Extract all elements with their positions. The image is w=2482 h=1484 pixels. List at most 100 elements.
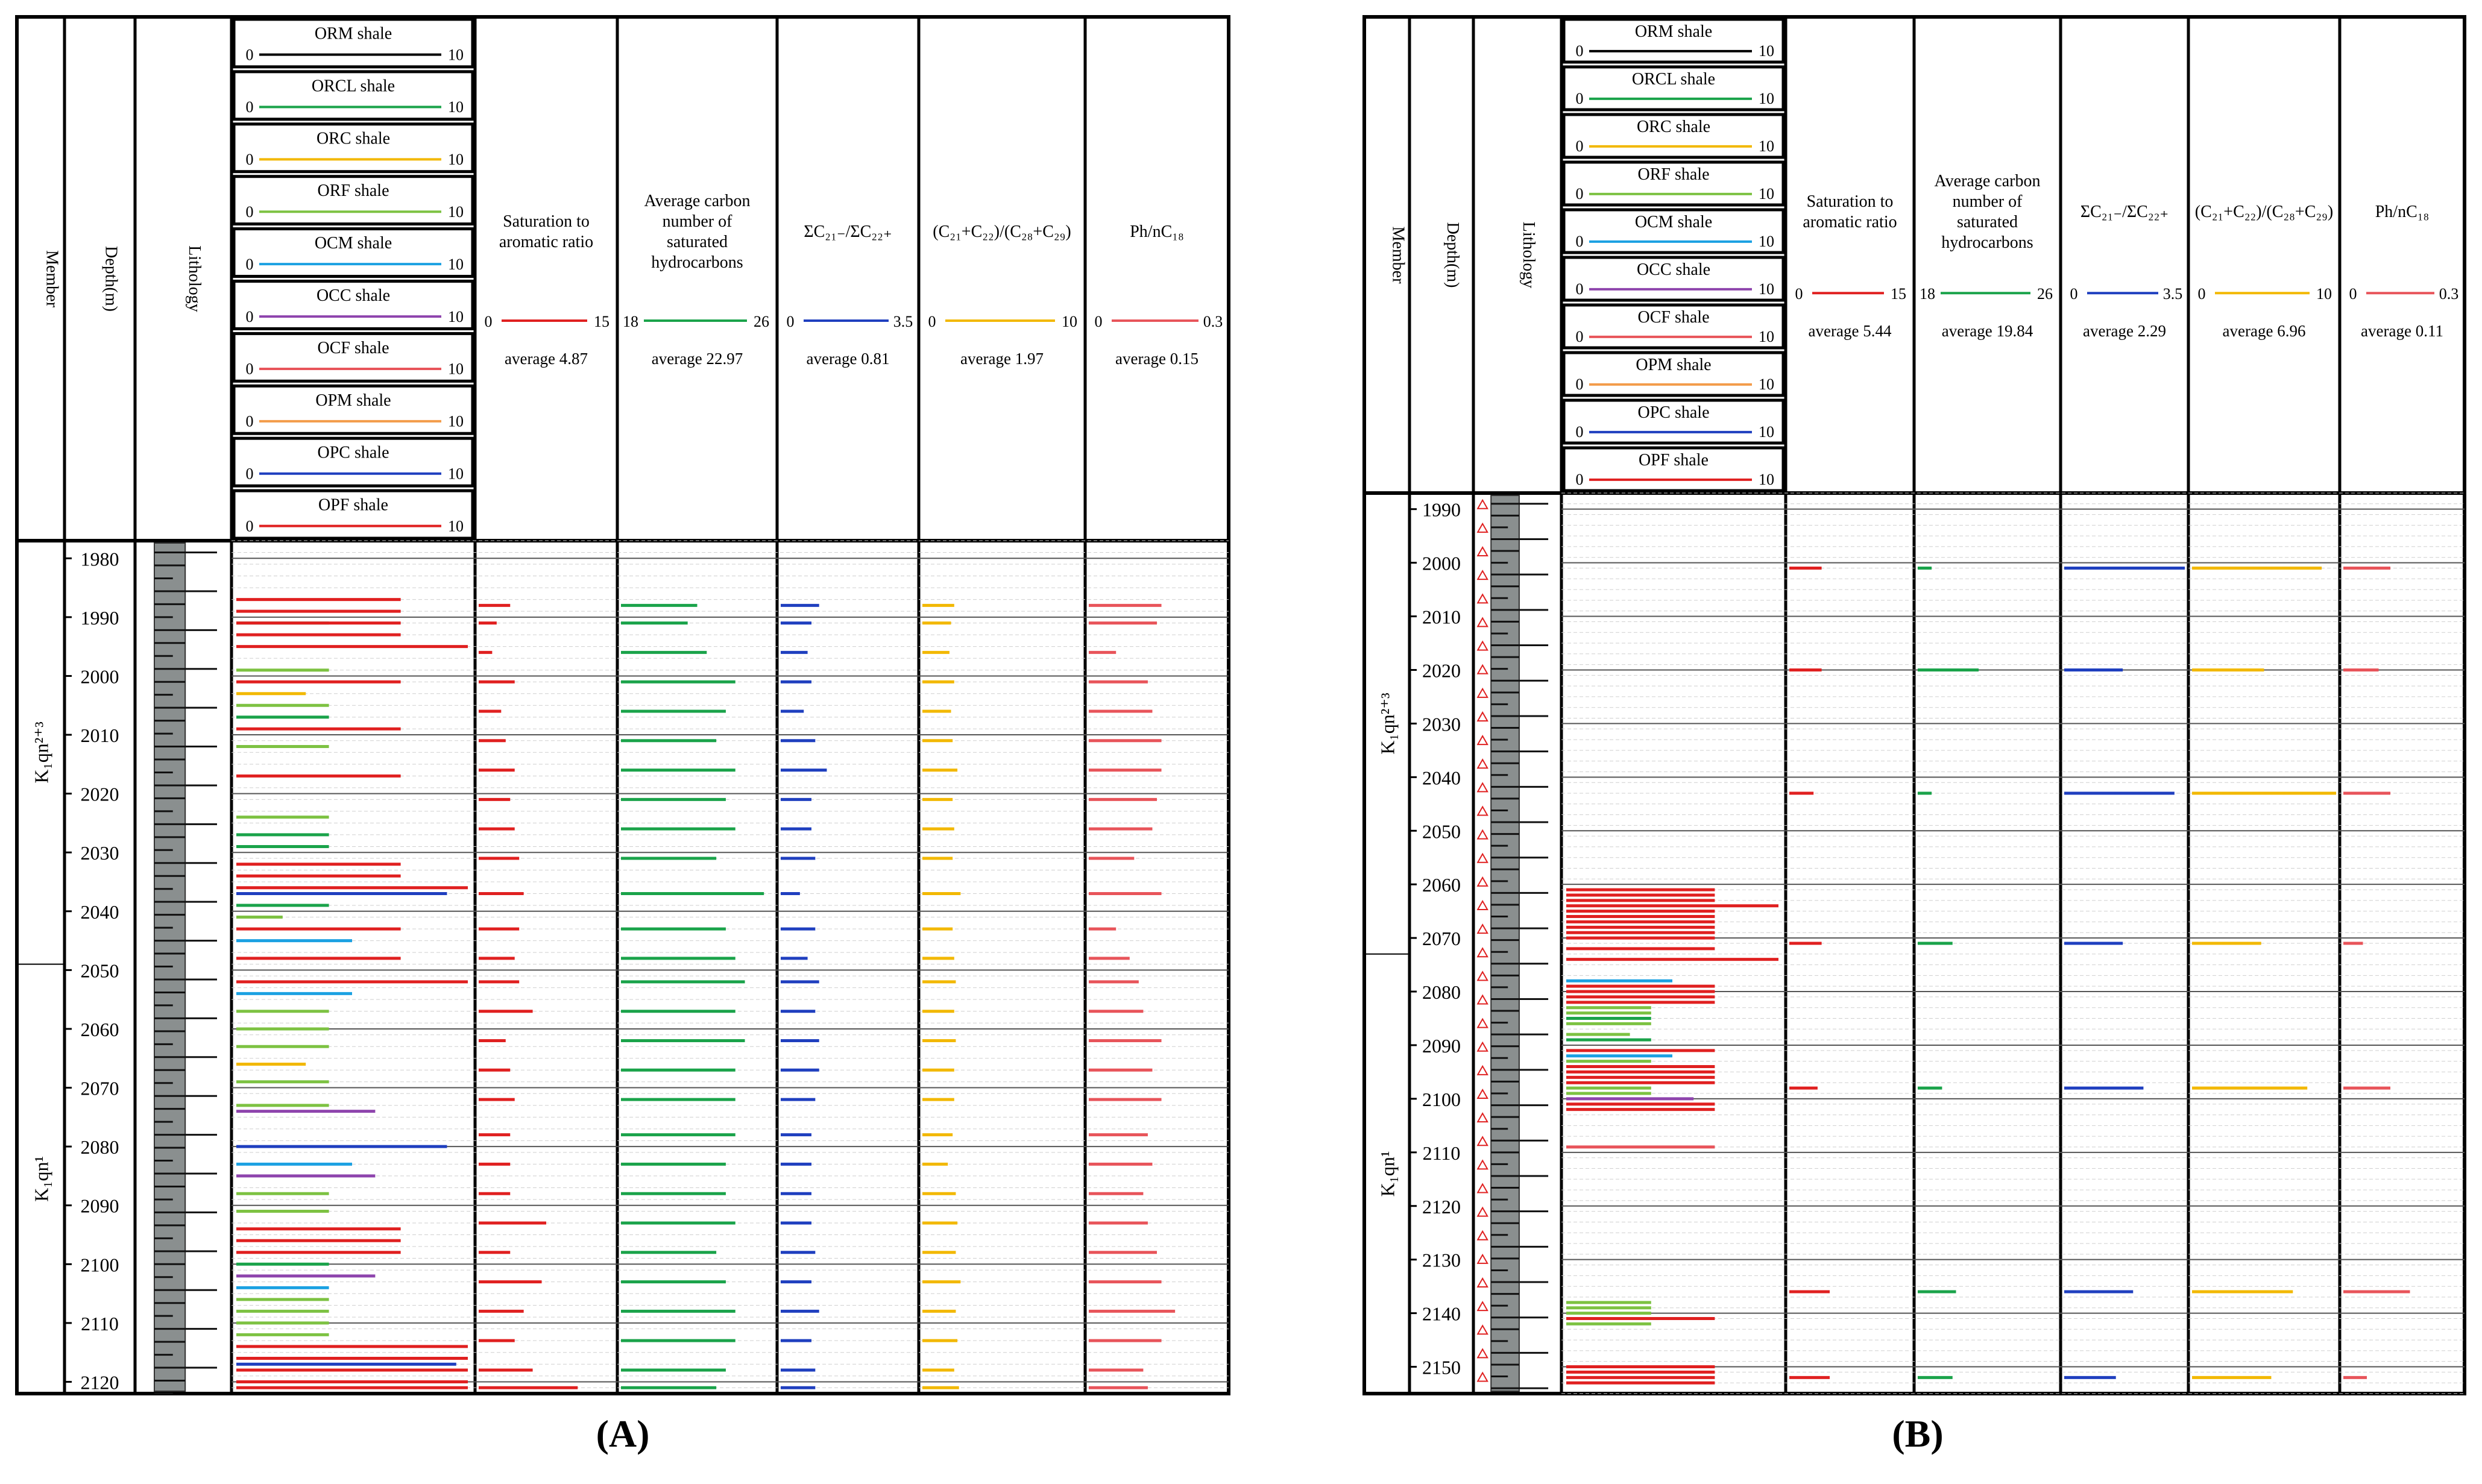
lithology-fossil-marker <box>1476 546 1488 557</box>
param-title: number of <box>1953 192 2023 211</box>
depth-tick-label: 2150 <box>1422 1357 1461 1379</box>
lithology-fossil-marker <box>1476 947 1488 958</box>
depth-tick-label: 2110 <box>81 1313 119 1335</box>
param-max: 26 <box>2037 285 2053 303</box>
shale-legend-box <box>1562 256 1785 302</box>
shale-legend-max: 10 <box>1759 471 1774 488</box>
shale-legend-max: 10 <box>1759 328 1774 345</box>
depth-tick-label: 1990 <box>81 607 119 629</box>
depth-tick-label: 2040 <box>81 901 119 923</box>
param-title: aromatic ratio <box>1803 213 1897 231</box>
shale-legend-name: OPF shale <box>1639 451 1709 470</box>
shale-legend-max: 10 <box>1759 137 1774 155</box>
param-min: 0 <box>2070 285 2078 303</box>
depth-tick-label: 2140 <box>1422 1303 1461 1325</box>
depth-tick-label: 1990 <box>1422 499 1461 521</box>
panel-label: (A) <box>596 1412 650 1455</box>
shale-legend-min: 0 <box>246 203 254 221</box>
depth-tick-label: 2040 <box>1422 767 1461 788</box>
lithology-fossil-marker <box>1476 1371 1488 1382</box>
shale-legend-max: 10 <box>448 308 464 325</box>
lithology-fossil-marker <box>1476 1324 1488 1335</box>
param-max: 3.5 <box>893 313 913 330</box>
shale-legend-name: OCC shale <box>317 286 390 305</box>
lithology-fossil-marker <box>1476 923 1488 934</box>
param-title: Saturation to <box>503 212 590 231</box>
depth-tick-label: 1980 <box>81 548 119 570</box>
shale-legend-box <box>232 122 474 174</box>
shale-legend-min: 0 <box>246 46 254 63</box>
lithology-fossil-marker <box>1476 1112 1488 1123</box>
param-average: average 1.97 <box>960 350 1044 368</box>
shale-legend-box <box>1562 303 1785 350</box>
shale-legend-name: ORM shale <box>315 24 392 43</box>
shale-legend-max: 10 <box>1759 376 1774 393</box>
depth-tick-label: 2020 <box>1422 659 1461 681</box>
shale-legend-box <box>1562 446 1785 492</box>
shale-legend-name: OCM shale <box>315 234 392 253</box>
shale-legend-box <box>232 489 474 540</box>
lithology-fossil-marker <box>1476 970 1488 981</box>
shale-legend-name: ORC shale <box>317 129 390 148</box>
shale-legend-max: 10 <box>1759 280 1774 298</box>
shale-legend-box <box>1562 351 1785 397</box>
shale-legend-max: 10 <box>448 360 464 378</box>
shale-legend-name: OPM shale <box>315 391 391 410</box>
depth-tick-label: 2090 <box>81 1195 119 1217</box>
lithology-fossil-marker <box>1476 1136 1488 1146</box>
param-title: ΣC₂₁₋/ΣC₂₂₊ <box>2080 203 2169 221</box>
depth-tick-label: 2030 <box>81 842 119 864</box>
shale-legend-max: 10 <box>448 46 464 63</box>
lithology-header: Lithology <box>1519 222 1538 288</box>
shale-legend-min: 0 <box>1576 328 1584 345</box>
param-title: ΣC₂₁₋/ΣC₂₂₊ <box>804 222 892 241</box>
param-title: Average carbon <box>1935 172 2041 190</box>
param-max: 0.3 <box>2439 285 2459 303</box>
shale-legend-min: 0 <box>246 98 254 116</box>
depth-tick-label: 2070 <box>1422 928 1461 949</box>
param-min: 0 <box>2198 285 2206 303</box>
param-max: 15 <box>594 313 609 330</box>
param-max: 10 <box>2316 285 2332 303</box>
param-min: 0 <box>485 313 493 330</box>
param-min: 0 <box>928 313 936 330</box>
lithology-fossil-marker <box>1476 593 1488 604</box>
shale-legend-box <box>1562 398 1785 445</box>
lithology-fossil-marker <box>1476 1230 1488 1240</box>
param-max: 15 <box>1891 285 1906 303</box>
depth-tick-label: 2100 <box>81 1254 119 1275</box>
lithology-fossil-marker <box>1476 852 1488 863</box>
lithology-fossil-marker <box>1476 1159 1488 1170</box>
shale-legend-name: OCF shale <box>1638 308 1710 327</box>
shale-legend-max: 10 <box>448 98 464 116</box>
shale-legend-box <box>1562 113 1785 159</box>
param-title: Saturation to <box>1807 192 1894 211</box>
depth-tick-label: 2060 <box>81 1019 119 1040</box>
param-title: Average carbon <box>644 192 751 210</box>
param-min: 0 <box>1095 313 1103 330</box>
lithology-fossil-marker <box>1476 1206 1488 1217</box>
depth-tick-label: 2000 <box>1422 553 1461 574</box>
shale-legend-min: 0 <box>246 360 254 378</box>
shale-legend-name: ORCL shale <box>312 77 395 95</box>
lithology-fossil-marker <box>1476 1064 1488 1075</box>
param-max: 26 <box>754 313 769 330</box>
shale-legend-max: 10 <box>448 413 464 430</box>
param-title: (C₂₁+C₂₂)/(C₂₈+C₂₉) <box>2195 203 2333 221</box>
shale-legend-min: 0 <box>246 256 254 273</box>
depth-tick-label: 2000 <box>81 665 119 687</box>
shale-legend-max: 10 <box>1759 42 1774 60</box>
shale-legend-max: 10 <box>1759 233 1774 250</box>
shale-legend-box <box>232 436 474 488</box>
param-title: aromatic ratio <box>499 233 593 251</box>
param-min: 0 <box>1795 285 1803 303</box>
param-max: 10 <box>1062 313 1077 330</box>
shale-legend-box <box>232 17 474 69</box>
lithology-fossil-marker <box>1476 687 1488 698</box>
depth-header: Depth(m) <box>102 246 121 312</box>
shale-legend-name: OCC shale <box>1637 260 1710 279</box>
param-average: average 6.96 <box>2223 322 2306 340</box>
lithology-fossil-marker <box>1476 1253 1488 1264</box>
param-average: average 5.44 <box>1809 322 1892 340</box>
